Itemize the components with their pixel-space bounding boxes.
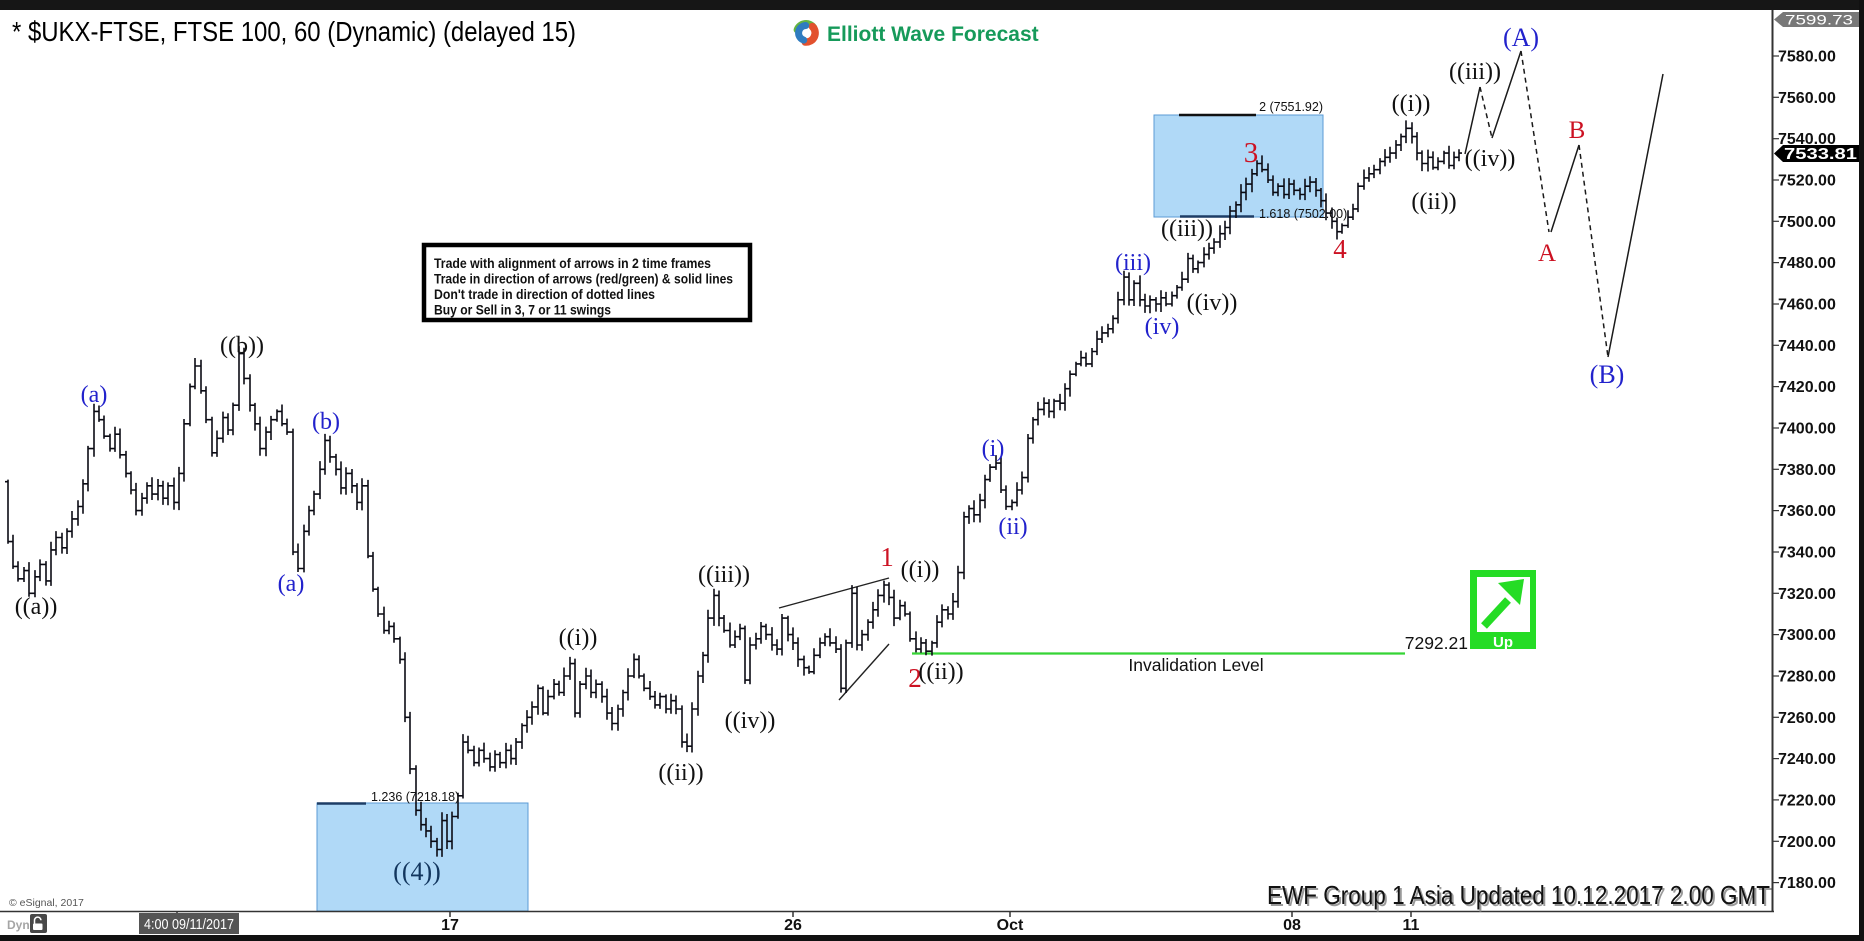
svg-text:7320.00: 7320.00 [1778,586,1836,603]
svg-text:((b)): ((b)) [220,333,264,359]
svg-text:(a): (a) [278,571,305,597]
svg-text:((iv)): ((iv)) [1187,290,1238,316]
svg-text:Invalidation Level: Invalidation Level [1128,655,1263,675]
svg-text:7380.00: 7380.00 [1778,462,1836,479]
svg-text:(ii): (ii) [998,514,1027,540]
svg-text:((i)): ((i)) [901,557,940,583]
svg-text:17: 17 [441,917,459,934]
svg-text:Oct: Oct [997,917,1024,934]
svg-text:A: A [1538,240,1556,267]
svg-text:((ii)): ((ii)) [1411,189,1456,215]
svg-text:11: 11 [1403,917,1420,934]
svg-text:7200.00: 7200.00 [1778,834,1836,851]
svg-text:7520.00: 7520.00 [1778,172,1836,189]
svg-text:7360.00: 7360.00 [1778,503,1836,520]
svg-text:B: B [1569,117,1586,144]
svg-text:08: 08 [1283,917,1301,934]
svg-text:(b): (b) [312,409,340,435]
svg-text:((iii)): ((iii)) [698,562,750,588]
svg-text:3: 3 [1244,137,1259,169]
svg-text:7300.00: 7300.00 [1778,627,1836,644]
svg-text:7280.00: 7280.00 [1778,668,1836,685]
svg-text:7340.00: 7340.00 [1778,544,1836,561]
svg-text:((i)): ((i)) [559,625,598,651]
svg-text:7580.00: 7580.00 [1778,49,1836,66]
svg-text:7540.00: 7540.00 [1778,131,1836,148]
svg-text:(A): (A) [1503,23,1539,52]
svg-text:Buy or Sell in 3, 7 or 11 swin: Buy or Sell in 3, 7 or 11 swings [434,302,611,318]
svg-text:Trade with alignment of arrows: Trade with alignment of arrows in 2 time… [434,255,711,271]
svg-text:7480.00: 7480.00 [1778,255,1836,272]
svg-text:(i): (i) [982,436,1005,462]
svg-text:7292.21: 7292.21 [1405,633,1468,653]
svg-text:* $UKX-FTSE, FTSE 100, 60 (Dyn: * $UKX-FTSE, FTSE 100, 60 (Dynamic) (del… [12,16,576,47]
svg-text:7260.00: 7260.00 [1778,710,1836,727]
svg-text:2: 2 [908,663,922,693]
svg-text:7599.73: 7599.73 [1785,12,1853,28]
svg-text:© eSignal, 2017: © eSignal, 2017 [9,897,84,909]
svg-text:EWF Group 1 Asia Updated 10.12: EWF Group 1 Asia Updated 10.12.2017 2.00… [1269,882,1772,912]
svg-text:7240.00: 7240.00 [1778,751,1836,768]
svg-text:((ii)): ((ii)) [918,659,963,685]
svg-text:4:00 09/11/2017: 4:00 09/11/2017 [144,917,234,933]
svg-text:(iii): (iii) [1115,250,1151,276]
svg-text:((4)): ((4)) [393,857,441,886]
svg-text:7420.00: 7420.00 [1778,379,1836,396]
svg-text:((i)): ((i)) [1392,91,1431,117]
svg-text:EWF Group 1 Asia Updated 10.12: EWF Group 1 Asia Updated 10.12.2017 2.00… [1267,880,1770,910]
svg-text:7500.00: 7500.00 [1778,214,1836,231]
svg-text:(a): (a) [81,382,108,408]
svg-text:Trade in direction of arrows (: Trade in direction of arrows (red/green)… [434,271,733,287]
svg-text:7533.81: 7533.81 [1784,146,1857,163]
svg-text:((iii)): ((iii)) [1449,59,1501,85]
svg-text:7440.00: 7440.00 [1778,338,1836,355]
svg-text:(iv): (iv) [1145,314,1180,340]
svg-text:Elliott Wave Forecast: Elliott Wave Forecast [827,23,1039,46]
svg-text:26: 26 [784,917,802,934]
svg-text:7460.00: 7460.00 [1778,296,1836,313]
svg-text:7560.00: 7560.00 [1778,90,1836,107]
svg-text:((iv)): ((iv)) [725,708,776,734]
svg-text:1.236 (7218.18): 1.236 (7218.18) [371,790,459,804]
svg-text:Dyn: Dyn [7,918,30,932]
svg-text:(B): (B) [1590,360,1625,389]
svg-text:((iv)): ((iv)) [1465,146,1516,172]
svg-text:4: 4 [1333,234,1347,264]
svg-text:((a)): ((a)) [15,594,58,620]
svg-text:2 (7551.92): 2 (7551.92) [1259,100,1323,114]
svg-text:1.618 (7502.00): 1.618 (7502.00) [1259,207,1347,221]
svg-text:Don't trade in direction of do: Don't trade in direction of dotted lines [434,286,655,302]
svg-text:Up: Up [1493,634,1513,651]
svg-text:7220.00: 7220.00 [1778,792,1836,809]
svg-text:((ii)): ((ii)) [658,760,703,786]
svg-text:1: 1 [880,542,894,572]
svg-text:7180.00: 7180.00 [1778,875,1836,892]
svg-text:7400.00: 7400.00 [1778,420,1836,437]
svg-text:((iii)): ((iii)) [1161,216,1213,242]
